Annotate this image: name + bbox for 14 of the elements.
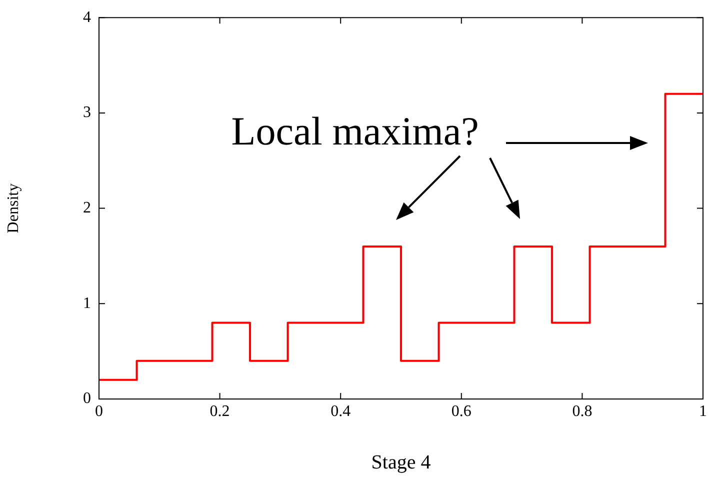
y-tick-label: 4 [83,8,91,26]
x-tick-label: 0.4 [330,402,351,420]
x-tick-label: 0 [95,402,103,420]
y-tick-label: 0 [83,390,91,408]
annotation: Local maxima? [231,108,479,154]
y-tick-label: 1 [83,294,91,312]
x-tick-label: 0.6 [451,402,472,420]
x-tick-label: 0.8 [572,402,592,420]
x-tick-label: 0.2 [210,402,230,420]
x-tick-label: 1 [699,402,707,420]
y-tick-label: 3 [83,104,91,122]
x-axis-title: Stage 4 [371,451,431,474]
y-axis-title: Density [4,183,22,234]
y-tick-label: 2 [83,200,91,217]
